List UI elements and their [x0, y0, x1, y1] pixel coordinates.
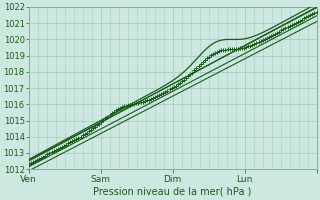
X-axis label: Pression niveau de la mer( hPa ): Pression niveau de la mer( hPa ) [93, 187, 252, 197]
